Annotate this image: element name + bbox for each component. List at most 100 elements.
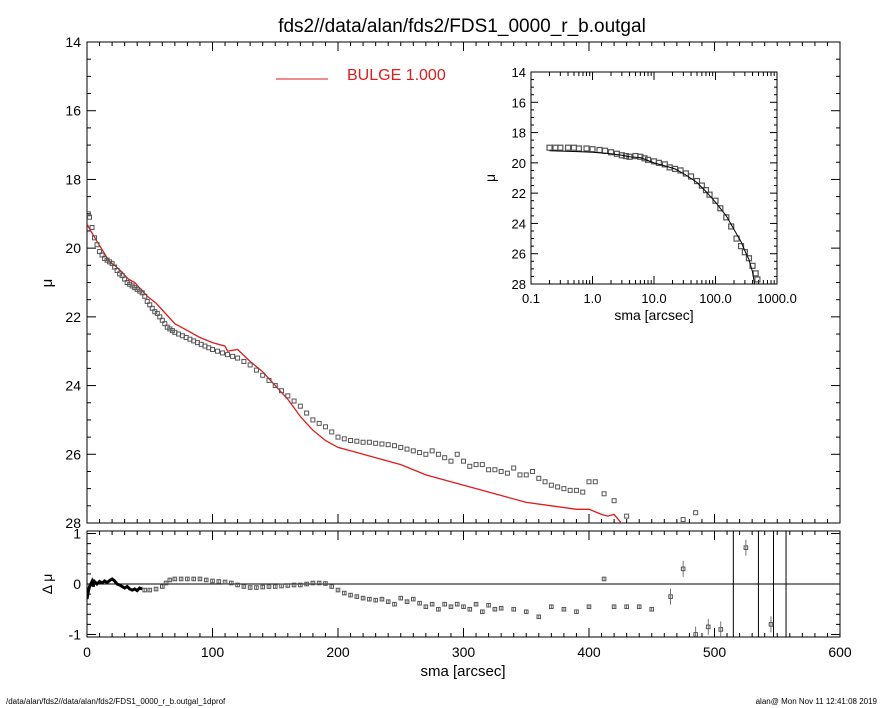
residual-data-point xyxy=(586,604,592,610)
inset-data-point xyxy=(583,145,590,152)
inset-data-point xyxy=(607,149,615,156)
inset-data-point xyxy=(655,159,662,166)
main-data-point xyxy=(114,267,120,273)
residual-data-point xyxy=(561,606,567,612)
main-data-point xyxy=(592,479,598,485)
main-y-tick-label: 18 xyxy=(65,171,81,187)
residual-data-point xyxy=(216,579,222,584)
inset-data-point xyxy=(613,150,621,157)
residual-data-point xyxy=(768,622,774,627)
main-data-point xyxy=(316,420,322,426)
main-data-point xyxy=(94,242,100,248)
inset-x-axis-label: sma [arcsec] xyxy=(614,307,693,323)
main-data-point xyxy=(329,429,335,435)
residual-data-point xyxy=(279,583,284,589)
main-data-point xyxy=(112,264,118,270)
residual-x-ticks: 0 100 200 300 400 500 600 xyxy=(83,531,852,660)
main-data-point xyxy=(517,472,523,478)
residual-data-point xyxy=(185,576,190,582)
residual-data-point xyxy=(266,584,272,589)
residual-data-point xyxy=(260,584,265,590)
residual-data-point xyxy=(705,624,711,630)
inset-x-tick-label: 1000.0 xyxy=(757,291,797,306)
residual-y-axis-label: Δ μ xyxy=(39,574,55,595)
main-data-point xyxy=(304,410,310,416)
inset-y-tick-label: 14 xyxy=(512,65,526,80)
residual-data-point xyxy=(142,587,148,593)
residual-data-series xyxy=(142,539,774,637)
residual-data-point xyxy=(442,601,447,607)
main-data-point xyxy=(429,448,435,454)
main-data-point xyxy=(210,346,215,352)
main-data-point xyxy=(162,321,168,327)
residual-data-point xyxy=(436,606,441,612)
inset-data-point xyxy=(552,144,559,151)
residual-data-point xyxy=(222,579,228,585)
main-data-point xyxy=(122,276,128,282)
residual-data-point xyxy=(668,594,673,599)
residual-data-point xyxy=(574,609,579,615)
residual-data-point xyxy=(341,590,347,596)
main-data-point xyxy=(341,436,347,442)
footer-file-path: /data/alan/fds2//data/alan/fds2/FDS1_000… xyxy=(6,697,226,706)
main-data-point xyxy=(398,444,404,450)
residual-data-point xyxy=(498,605,504,611)
residual-x-tick-label: 0 xyxy=(83,644,91,660)
main-data-point xyxy=(448,458,454,464)
inset-y-tick-label: 18 xyxy=(512,126,526,141)
chart-title: fds2//data/alan/fds2/FDS1_0000_r_b.outga… xyxy=(278,16,646,37)
inset-data-point xyxy=(589,146,596,153)
residual-x-tick-label: 500 xyxy=(703,644,727,660)
residual-data-point xyxy=(254,585,259,590)
main-data-point xyxy=(366,439,372,445)
main-y-tick-label: 24 xyxy=(65,378,81,394)
main-data-point xyxy=(157,314,163,320)
main-data-point xyxy=(561,486,567,492)
main-data-point xyxy=(247,362,253,368)
residual-data-point xyxy=(385,599,391,604)
residual-data-point xyxy=(348,592,353,598)
main-data-point xyxy=(253,367,259,373)
residual-data-point xyxy=(649,606,655,612)
main-data-point xyxy=(230,353,236,359)
residual-data-point xyxy=(360,595,366,601)
main-data-point xyxy=(373,440,379,446)
residual-data-point xyxy=(429,601,435,607)
residual-x-tick-label: 200 xyxy=(326,644,350,660)
main-y-tick-label: 16 xyxy=(65,103,81,119)
main-data-point xyxy=(215,348,221,354)
inset-data-point xyxy=(723,214,730,221)
inset-y-ticks: 14 16 18 20 22 24 26 28 xyxy=(512,65,777,292)
main-data-point xyxy=(220,350,226,356)
main-data-point xyxy=(486,467,492,473)
main-data-point xyxy=(235,355,241,361)
residual-data-point xyxy=(473,601,479,607)
residual-data-point xyxy=(454,601,460,607)
main-data-point xyxy=(586,479,592,485)
residual-data-point xyxy=(624,604,629,610)
residual-x-tick-label: 300 xyxy=(452,644,476,660)
main-data-point xyxy=(285,393,291,399)
inset-data-point xyxy=(570,144,578,151)
main-data-point xyxy=(567,487,573,493)
residual-data-point xyxy=(417,600,422,606)
main-data-point xyxy=(360,439,366,445)
residual-data-point xyxy=(367,596,372,602)
residual-data-point xyxy=(163,580,169,586)
residual-data-point xyxy=(329,584,335,589)
residual-data-point xyxy=(298,582,303,588)
main-data-point xyxy=(417,450,423,456)
residual-data-point xyxy=(549,604,554,610)
inset-panel: 14 16 18 20 22 24 26 28 0.1 1.0 10.0 100.0 1000.0 μ… xyxy=(482,65,797,323)
inset-model-line xyxy=(549,150,755,284)
main-data-point xyxy=(266,377,272,383)
residual-data-point xyxy=(241,584,247,589)
main-data-point xyxy=(225,352,231,358)
main-y-ticks: 14 16 18 20 22 24 26 28 xyxy=(65,34,840,531)
inset-data-point xyxy=(575,145,582,152)
main-data-point xyxy=(335,434,341,440)
main-y-tick-label: 26 xyxy=(65,446,81,462)
inset-data-point xyxy=(754,276,761,283)
residual-data-point xyxy=(304,581,309,587)
inset-data-point xyxy=(564,144,572,151)
